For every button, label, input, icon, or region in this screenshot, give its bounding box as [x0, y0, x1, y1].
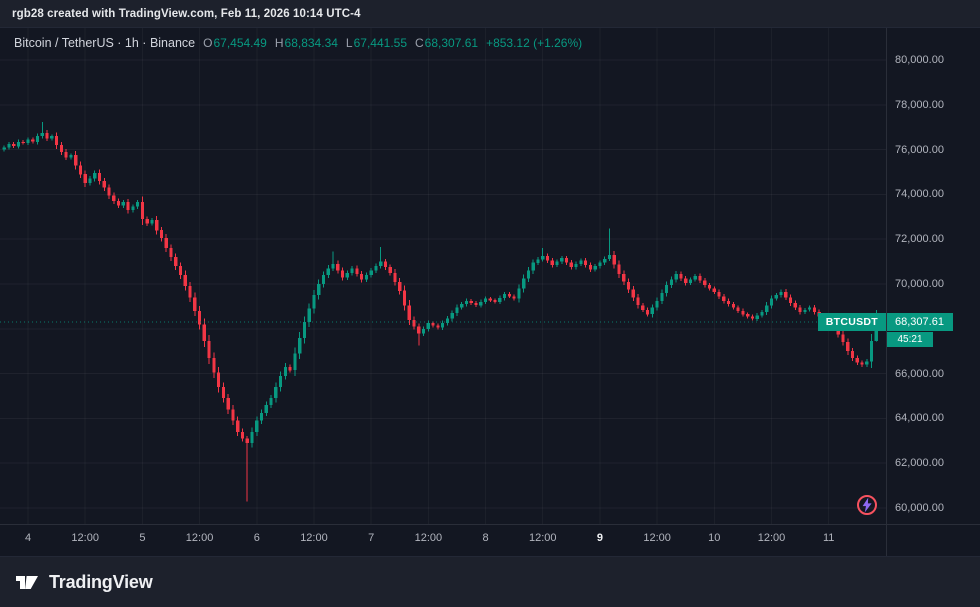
- price-tick-label: 70,000.00: [895, 278, 944, 290]
- time-axis[interactable]: 4 12:00 5 12:00 6 12:00 7 12:00 8 12:00 9 12:00 10 12…: [0, 524, 980, 557]
- symbol-title[interactable]: Bitcoin / TetherUS · 1h · Binance: [14, 36, 196, 50]
- ohlc-open: O67,454.49: [203, 36, 267, 50]
- chart-legend: Bitcoin / TetherUS · 1h · Binance O67,45…: [14, 36, 582, 50]
- price-tick-label: 60,000.00: [895, 502, 944, 514]
- attribution-text: rgb28 created with TradingView.com, Feb …: [12, 8, 361, 20]
- price-tick-label: 72,000.00: [895, 233, 944, 246]
- current-price-badge: 68,307.61: [887, 312, 953, 331]
- attribution-bar: rgb28 created with TradingView.com, Feb …: [0, 0, 980, 28]
- price-tick-label: 64,000.00: [895, 412, 944, 425]
- time-tick-label: 12:00: [71, 532, 99, 544]
- chart-pane[interactable]: Bitcoin / TetherUS · 1h · Binance O67,45…: [0, 28, 886, 524]
- ohlc-low-value: 67,441.55: [353, 36, 407, 50]
- candlestick-chart[interactable]: [0, 28, 886, 524]
- tradingview-logo-icon[interactable]: [14, 569, 40, 595]
- time-tick-label: 12:00: [300, 532, 328, 544]
- time-tick-label: 12:00: [528, 532, 557, 544]
- ohlc-open-value: 67,454.49: [213, 36, 267, 50]
- time-tick-label: 4: [24, 532, 32, 544]
- time-tick-label: 8: [482, 532, 489, 544]
- time-tick-label: 12:00: [414, 532, 443, 544]
- tradingview-wordmark[interactable]: TradingView: [49, 571, 153, 592]
- symbol-price-flag: BTCUSDT: [817, 312, 886, 331]
- ohlc-high-label: H: [274, 36, 284, 50]
- price-tick-label: 62,000.00: [895, 457, 944, 470]
- ohlc-low: L67,441.55: [346, 36, 407, 50]
- price-tick-label: 66,000.00: [895, 367, 944, 380]
- time-tick-label: 7: [368, 532, 375, 544]
- ohlc-close-label: C: [415, 36, 424, 50]
- price-tick-label: 80,000.00: [895, 54, 944, 66]
- price-tick-label: 78,000.00: [895, 98, 944, 111]
- ohlc-open-label: O: [203, 36, 213, 50]
- time-tick-label: 12:00: [185, 532, 214, 544]
- ohlc-close-value: 68,307.61: [424, 36, 479, 50]
- time-tick-label: 12:00: [643, 532, 671, 544]
- time-tick-label: 12:00: [757, 532, 786, 544]
- ohlc-high-value: 68,834.34: [284, 36, 338, 50]
- change-value: +853.12 (+1.26%): [486, 36, 583, 50]
- time-tick-label: 10: [708, 532, 721, 544]
- time-tick-label: 11: [822, 532, 835, 544]
- bar-countdown-badge: 45:21: [887, 331, 933, 347]
- price-tick-label: 74,000.00: [895, 188, 944, 201]
- price-axis[interactable]: 68,307.61 45:21 80,000.00 78,000.00 76,000…: [886, 28, 980, 524]
- time-tick-label: 5: [139, 532, 146, 544]
- time-tick-label: 9: [596, 532, 603, 544]
- footer-bar: TradingView: [0, 556, 980, 607]
- time-tick-label: 6: [253, 532, 260, 544]
- price-tick-label: 76,000.00: [895, 143, 944, 156]
- ohlc-high: H68,834.34: [275, 36, 338, 50]
- spark-lightning-icon: [857, 495, 877, 515]
- ohlc-low-label: L: [345, 36, 353, 50]
- ohlc-close: C68,307.61: [415, 36, 478, 50]
